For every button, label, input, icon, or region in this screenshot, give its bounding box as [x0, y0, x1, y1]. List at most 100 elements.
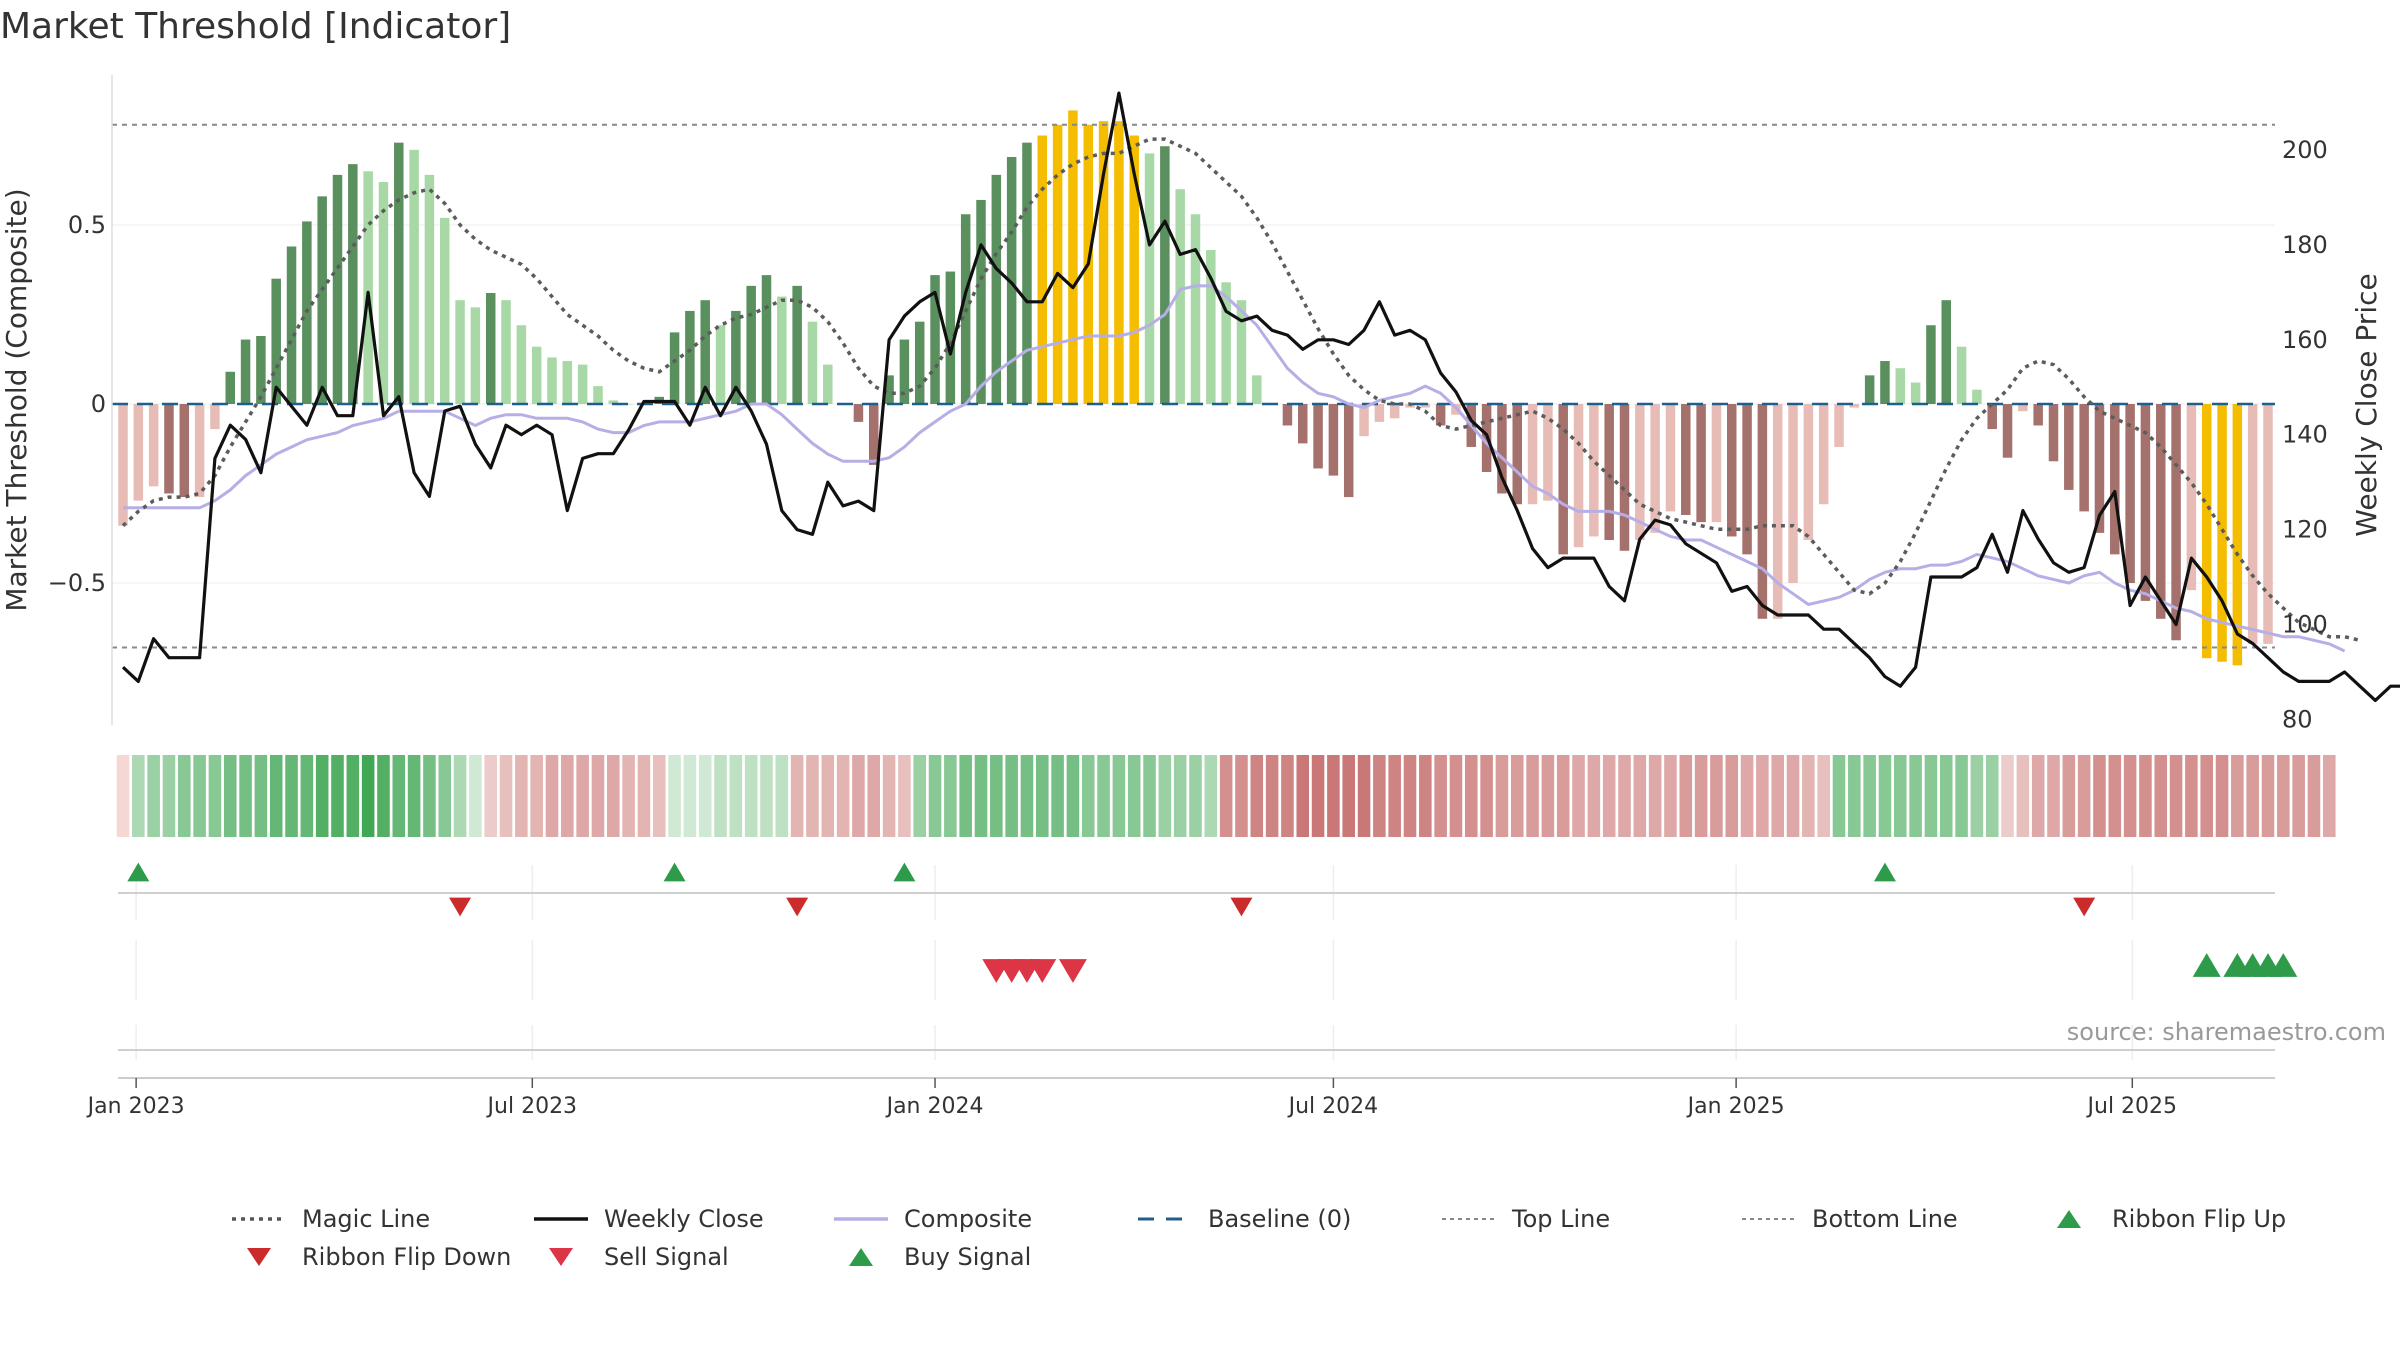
triangle-down-icon — [247, 1248, 271, 1266]
threshold-bar — [148, 404, 159, 487]
ribbon-cell — [698, 755, 712, 837]
threshold-bar — [1129, 135, 1139, 404]
ribbon-cell — [484, 755, 497, 837]
ribbon-cell — [959, 755, 972, 837]
threshold-bar — [930, 275, 940, 404]
threshold-bar — [1864, 375, 1875, 404]
legend-item: Weekly Close — [532, 1205, 764, 1233]
ribbon-cell — [1112, 755, 1126, 837]
legend-swatch — [2057, 1210, 2081, 1228]
ribbon-cell — [1832, 755, 1846, 837]
x-tick-label: Jan 2025 — [1686, 1094, 1785, 1119]
ribbon-cell — [346, 755, 360, 837]
ribbon-cell — [1894, 755, 1907, 837]
legend-label: Baseline (0) — [1208, 1205, 1352, 1233]
threshold-bar — [976, 199, 986, 404]
market-threshold-chart: 0.5 0 −0.5 200 180 160 140 120 100 80 Market Thres… — [0, 75, 2400, 1119]
threshold-bar — [1742, 404, 1752, 555]
threshold-bar — [700, 300, 710, 404]
left-tick-label: 0.5 — [68, 211, 106, 239]
legend-swatch — [1138, 1217, 1192, 1221]
threshold-bar — [746, 285, 756, 404]
ribbon-cell — [591, 755, 605, 837]
ribbon-cell — [1863, 755, 1876, 837]
ribbon-cell — [1526, 755, 1539, 837]
ribbon-cell — [1909, 755, 1922, 837]
legend-swatch — [834, 1217, 888, 1221]
ribbon-cell — [132, 755, 145, 837]
ribbon-cell — [714, 755, 727, 837]
ribbon-cell — [530, 755, 543, 837]
ribbon-cell — [744, 755, 758, 837]
ribbon-flip-up-marker — [893, 862, 916, 882]
threshold-bar — [715, 325, 726, 404]
threshold-bar — [1880, 361, 1890, 404]
x-axis: Jan 2023 Jul 2023 Jan 2024 Jul 2024 Jan 2025… — [86, 1077, 2275, 1119]
threshold-bar — [1895, 368, 1906, 404]
legend-swatch — [232, 1217, 286, 1221]
threshold-bar — [1589, 404, 1599, 537]
threshold-bar — [1160, 146, 1170, 405]
right-axis-label: Weekly Close Price — [2350, 273, 2383, 536]
ribbon-cell — [1051, 755, 1064, 837]
right-tick-label: 140 — [2282, 421, 2328, 449]
ribbon-cell — [2261, 755, 2275, 837]
ribbon-cell — [1572, 755, 1585, 837]
legend-swatch — [549, 1248, 573, 1266]
ribbon-cell — [775, 755, 789, 837]
ribbon-cell — [269, 755, 283, 837]
ribbon-cell — [1970, 755, 1984, 837]
threshold-bar — [1512, 404, 1522, 505]
magic-line — [121, 137, 2361, 643]
ribbon-cell — [1020, 755, 1034, 837]
ribbon-cell — [1587, 755, 1601, 837]
threshold-bar — [164, 404, 174, 494]
threshold-bar — [547, 357, 557, 404]
threshold-bar — [731, 310, 741, 404]
threshold-bar — [409, 149, 419, 404]
threshold-bar — [1313, 404, 1323, 469]
ribbon-cell — [1143, 755, 1156, 837]
ribbon-cell — [622, 755, 635, 837]
threshold-bar — [685, 310, 695, 404]
ribbon-cell — [1756, 755, 1769, 837]
threshold-bar — [348, 164, 358, 404]
ribbon-cell — [882, 755, 896, 837]
ribbon-flip-down-marker — [449, 897, 472, 917]
ribbon-cell — [1327, 755, 1340, 837]
threshold-bar — [1972, 389, 1982, 404]
threshold-bar — [2094, 404, 2105, 533]
threshold-bar — [440, 217, 450, 404]
ribbon-cell — [990, 755, 1003, 837]
threshold-bar — [1006, 156, 1017, 404]
threshold-bar — [1757, 404, 1768, 619]
ribbon-cell — [223, 755, 237, 837]
ribbon-cell — [790, 755, 804, 837]
ribbon-cell — [637, 755, 651, 837]
legend-item: Buy Signal — [832, 1243, 1031, 1271]
ribbon-cell — [1817, 755, 1830, 837]
legend-item: Top Line — [1440, 1205, 1610, 1233]
x-tick-label: Jul 2025 — [2086, 1094, 2178, 1119]
ribbon-cell — [2154, 755, 2168, 837]
ribbon-cell — [760, 755, 773, 837]
ribbon-cell — [1066, 755, 1080, 837]
x-tick-label: Jul 2023 — [486, 1094, 578, 1119]
ribbon-cell — [147, 755, 160, 837]
threshold-bar — [1298, 404, 1308, 444]
ribbon-cell — [1939, 755, 1953, 837]
ribbon-cell — [1265, 755, 1279, 837]
ribbon-cell — [515, 755, 528, 837]
ribbon-cell — [1802, 755, 1815, 837]
threshold-bar — [2125, 404, 2135, 583]
ribbon-cell — [361, 755, 375, 837]
threshold-bar — [1114, 121, 1124, 405]
ribbon-cell — [469, 755, 482, 837]
left-tick-label: −0.5 — [48, 569, 106, 597]
ribbon-cell — [852, 755, 865, 837]
legend-item: Baseline (0) — [1136, 1205, 1351, 1233]
threshold-bar — [608, 400, 619, 404]
ribbon-cell — [438, 755, 452, 837]
ribbon-cell — [2292, 755, 2305, 837]
threshold-bar — [2156, 404, 2166, 619]
